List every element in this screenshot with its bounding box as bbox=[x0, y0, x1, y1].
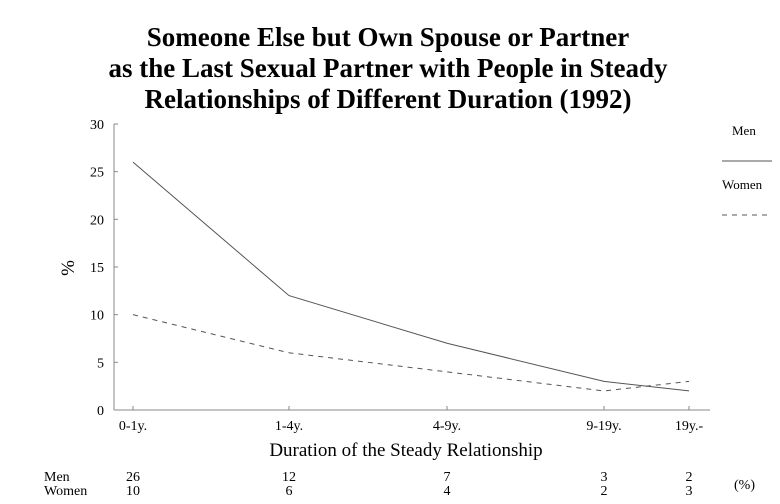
y-axis: 0 5 10 15 20 25 30 % bbox=[58, 118, 118, 419]
x-axis: 0-1y. 1-4y. 4-9y. 9-19y. 19y.- Duration of t… bbox=[114, 406, 710, 461]
table-cell: 12 bbox=[282, 470, 296, 485]
x-tick-label: 4-9y. bbox=[433, 419, 461, 434]
series-line-men bbox=[132, 161, 690, 392]
series-lines bbox=[132, 161, 690, 392]
x-axis-title: Duration of the Steady Relationship bbox=[269, 440, 542, 461]
x-tick-label: 9-19y. bbox=[586, 419, 621, 434]
table-cell: 2 bbox=[601, 484, 608, 499]
data-table: Men Women (%) 26 12 7 3 210 6 4 2 3 bbox=[44, 470, 755, 499]
table-row-label-women: Women bbox=[44, 484, 87, 499]
y-tick-label: 30 bbox=[90, 118, 104, 133]
x-tick-label: 1-4y. bbox=[275, 419, 303, 434]
table-cell: 26 bbox=[126, 470, 140, 485]
y-tick-label: 5 bbox=[97, 356, 104, 371]
series-line-women bbox=[132, 314, 690, 392]
table-cell: 7 bbox=[444, 470, 451, 485]
table-cell: 2 bbox=[686, 470, 693, 485]
y-tick-label: 10 bbox=[90, 309, 104, 324]
table-row-label-men: Men bbox=[44, 470, 70, 485]
table-cell: 6 bbox=[286, 484, 293, 499]
chart-title: Someone Else but Own Spouse or Partner a… bbox=[109, 22, 668, 114]
table-cell: 3 bbox=[686, 484, 693, 499]
legend-label-women: Women bbox=[722, 177, 763, 192]
y-tick-label: 25 bbox=[90, 166, 104, 181]
table-unit: (%) bbox=[734, 478, 755, 493]
legend-label-men: Men bbox=[732, 123, 756, 138]
title-line-3: Relationships of Different Duration (199… bbox=[145, 84, 632, 114]
x-tick-label: 0-1y. bbox=[119, 419, 147, 434]
title-line-1: Someone Else but Own Spouse or Partner bbox=[147, 22, 630, 52]
table-cell: 3 bbox=[601, 470, 608, 485]
legend: Men Women bbox=[722, 123, 772, 216]
y-tick-label: 15 bbox=[90, 261, 104, 276]
table-cell: 4 bbox=[444, 484, 451, 499]
x-ticks: 0-1y. 1-4y. 4-9y. 9-19y. 19y.- bbox=[119, 406, 704, 434]
table-cell: 10 bbox=[126, 484, 140, 499]
x-tick-label: 19y.- bbox=[675, 419, 704, 434]
y-tick-label: 20 bbox=[90, 213, 104, 228]
title-line-2: as the Last Sexual Partner with People i… bbox=[109, 53, 668, 83]
y-tick-label: 0 bbox=[97, 404, 104, 419]
y-ticks: 0 5 10 15 20 25 30 bbox=[90, 118, 118, 419]
y-axis-title: % bbox=[58, 260, 79, 276]
